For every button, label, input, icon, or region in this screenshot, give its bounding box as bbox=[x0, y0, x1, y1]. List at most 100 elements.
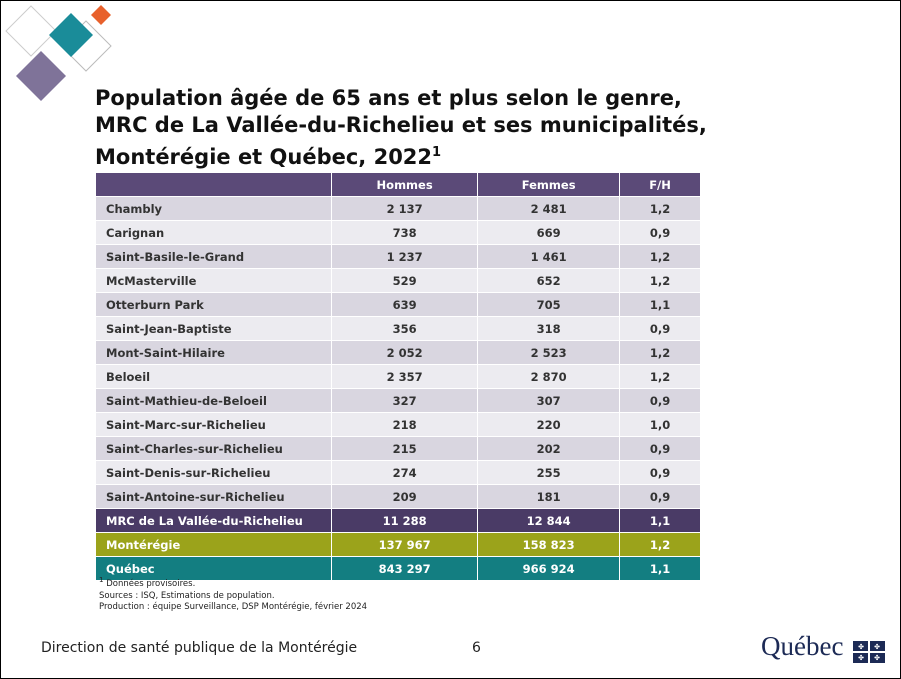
title: Population âgée de 65 ans et plus selon … bbox=[95, 85, 707, 171]
name-cell: Saint-Denis-sur-Richelieu bbox=[96, 461, 332, 485]
value-cell: 318 bbox=[478, 317, 620, 341]
slide: Population âgée de 65 ans et plus selon … bbox=[0, 0, 901, 679]
name-cell: Otterburn Park bbox=[96, 293, 332, 317]
value-cell: 639 bbox=[332, 293, 478, 317]
value-cell: 181 bbox=[478, 485, 620, 509]
sources: Sources : ISQ, Estimations de population… bbox=[99, 591, 275, 601]
svg-text:✤: ✤ bbox=[858, 654, 864, 662]
svg-text:✤: ✤ bbox=[874, 643, 880, 651]
header-cell: F/H bbox=[620, 173, 701, 197]
value-cell: 2 523 bbox=[478, 341, 620, 365]
value-cell: 2 481 bbox=[478, 197, 620, 221]
flag-icon: ✤ ✤ ✤ ✤ bbox=[853, 641, 885, 663]
table-row: Saint-Mathieu-de-Beloeil3273070,9 bbox=[96, 389, 701, 413]
value-cell: 2 870 bbox=[478, 365, 620, 389]
note: Données provisoires. bbox=[106, 579, 195, 589]
svg-text:✤: ✤ bbox=[874, 654, 880, 662]
value-cell: 0,9 bbox=[620, 485, 701, 509]
value-cell: 1,2 bbox=[620, 269, 701, 293]
value-cell: 327 bbox=[332, 389, 478, 413]
value-cell: 1 461 bbox=[478, 245, 620, 269]
value-cell: 1 237 bbox=[332, 245, 478, 269]
value-cell: 11 288 bbox=[332, 509, 478, 533]
value-cell: 0,9 bbox=[620, 461, 701, 485]
title-line: Montérégie et Québec, 2022 bbox=[95, 145, 432, 169]
name-cell: Saint-Antoine-sur-Richelieu bbox=[96, 485, 332, 509]
name-cell: MRC de La Vallée-du-Richelieu bbox=[96, 509, 332, 533]
page-number: 6 bbox=[472, 640, 481, 656]
name-cell: Beloeil bbox=[96, 365, 332, 389]
value-cell: 202 bbox=[478, 437, 620, 461]
footnote: 1 Données provisoires. bbox=[99, 575, 195, 589]
svg-text:✤: ✤ bbox=[858, 643, 864, 651]
value-cell: 2 357 bbox=[332, 365, 478, 389]
logo: Québec bbox=[761, 631, 843, 662]
name-cell: Mont-Saint-Hilaire bbox=[96, 341, 332, 365]
name-cell: Saint-Jean-Baptiste bbox=[96, 317, 332, 341]
value-cell: 220 bbox=[478, 413, 620, 437]
value-cell: 0,9 bbox=[620, 317, 701, 341]
value-cell: 1,2 bbox=[620, 341, 701, 365]
value-cell: 0,9 bbox=[620, 389, 701, 413]
value-cell: 2 137 bbox=[332, 197, 478, 221]
value-cell: 738 bbox=[332, 221, 478, 245]
header-cell: Femmes bbox=[478, 173, 620, 197]
header-cell: Hommes bbox=[332, 173, 478, 197]
value-cell: 356 bbox=[332, 317, 478, 341]
note-mark: 1 bbox=[99, 575, 104, 584]
value-cell: 218 bbox=[332, 413, 478, 437]
title-line: Population âgée de 65 ans et plus selon … bbox=[95, 86, 682, 110]
value-cell: 0,9 bbox=[620, 221, 701, 245]
value-cell: 529 bbox=[332, 269, 478, 293]
name-cell: Saint-Marc-sur-Richelieu bbox=[96, 413, 332, 437]
value-cell: 1,2 bbox=[620, 197, 701, 221]
value-cell: 652 bbox=[478, 269, 620, 293]
value-cell: 209 bbox=[332, 485, 478, 509]
value-cell: 255 bbox=[478, 461, 620, 485]
footer-organization: Direction de santé publique de la Montér… bbox=[41, 640, 357, 656]
value-cell: 274 bbox=[332, 461, 478, 485]
value-cell: 307 bbox=[478, 389, 620, 413]
name-cell: Montérégie bbox=[96, 533, 332, 557]
value-cell: 215 bbox=[332, 437, 478, 461]
value-cell: 705 bbox=[478, 293, 620, 317]
name-cell: McMasterville bbox=[96, 269, 332, 293]
value-cell: 137 967 bbox=[332, 533, 478, 557]
note-mark: 1 bbox=[432, 145, 441, 160]
name-cell: Saint-Charles-sur-Richelieu bbox=[96, 437, 332, 461]
value-cell: 966 924 bbox=[478, 557, 620, 581]
name-cell: Chambly bbox=[96, 197, 332, 221]
header-cell bbox=[96, 173, 332, 197]
value-cell: 12 844 bbox=[478, 509, 620, 533]
value-cell: 1,1 bbox=[620, 557, 701, 581]
title-line: MRC de La Vallée-du-Richelieu et ses mun… bbox=[95, 113, 707, 137]
value-cell: 1,1 bbox=[620, 509, 701, 533]
value-cell: 669 bbox=[478, 221, 620, 245]
name-cell: Carignan bbox=[96, 221, 332, 245]
value-cell: 1,2 bbox=[620, 245, 701, 269]
value-cell: 2 052 bbox=[332, 341, 478, 365]
value-cell: 0,9 bbox=[620, 437, 701, 461]
value-cell: 1,0 bbox=[620, 413, 701, 437]
value-cell: 1,2 bbox=[620, 533, 701, 557]
production: Production : équipe Surveillance, DSP Mo… bbox=[99, 602, 367, 612]
value-cell: 1,1 bbox=[620, 293, 701, 317]
value-cell: 158 823 bbox=[478, 533, 620, 557]
value-cell: 1,2 bbox=[620, 365, 701, 389]
name-cell: Saint-Basile-le-Grand bbox=[96, 245, 332, 269]
